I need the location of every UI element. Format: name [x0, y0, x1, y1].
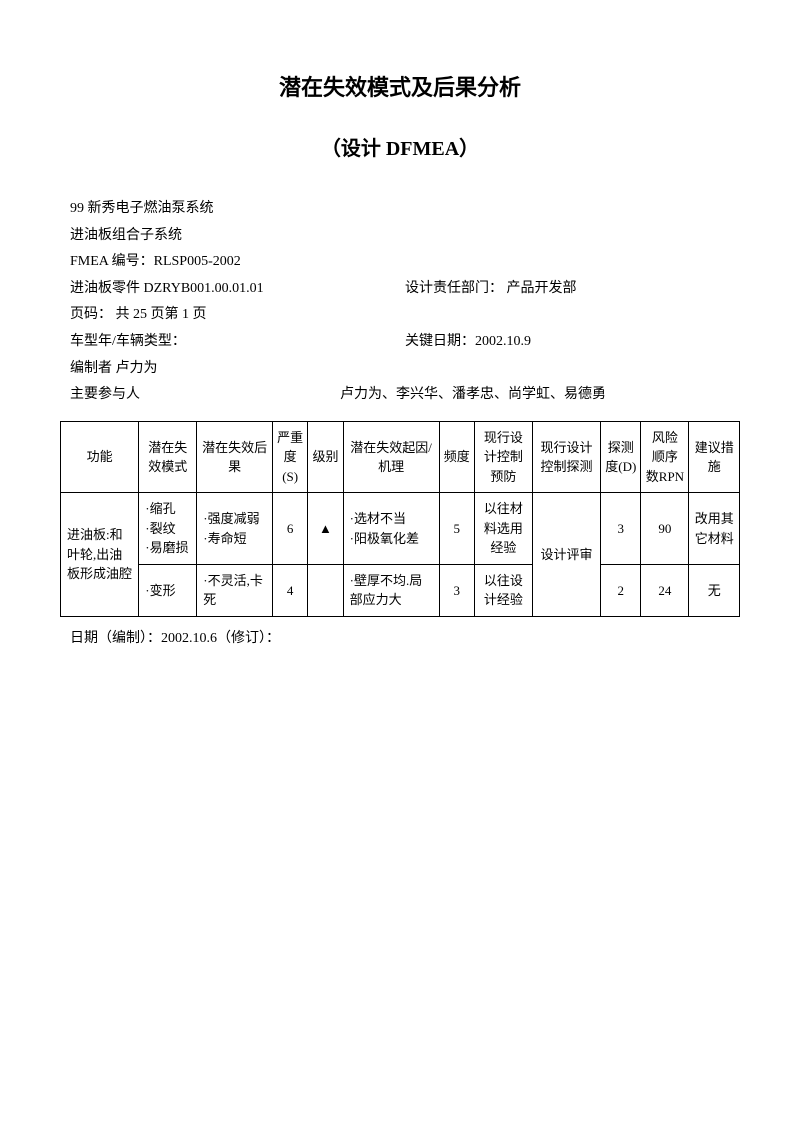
col-effect: 潜在失效后果 — [197, 421, 273, 493]
cell-effect: ·强度减弱 ·寿命短 — [197, 493, 273, 565]
col-mode: 潜在失效模式 — [139, 421, 197, 493]
col-detect: 现行设计控制探测 — [532, 421, 600, 493]
cell-rpn: 90 — [641, 493, 689, 565]
cell-class: ▲ — [308, 493, 343, 565]
meta-vehicle-left: 车型年/车辆类型： — [70, 329, 405, 356]
cell-sev: 4 — [273, 564, 308, 616]
col-prev: 现行设计控制预防 — [474, 421, 532, 493]
meta-line: 页码： 共 25 页第 1 页 — [70, 302, 740, 329]
col-sev: 严重度(S) — [273, 421, 308, 493]
cell-rpn: 24 — [641, 564, 689, 616]
cell-func: 进油板:和叶轮,出油板形成油腔 — [61, 493, 139, 617]
meta-line: 99 新秀电子燃油泵系统 — [70, 196, 740, 223]
meta-date-right: 关键日期：2002.10.9 — [405, 329, 740, 356]
cell-occ: 5 — [439, 493, 474, 565]
meta-part-left: 进油板零件 DZRYB001.00.01.01 — [70, 276, 405, 303]
col-class: 级别 — [308, 421, 343, 493]
fmea-table: 功能 潜在失效模式 潜在失效后果 严重度(S) 级别 潜在失效起因/机理 频度 … — [60, 421, 740, 617]
meta-part-right: 设计责任部门： 产品开发部 — [405, 276, 740, 303]
meta-block: 99 新秀电子燃油泵系统 进油板组合子系统 FMEA 编号：RLSP005-20… — [70, 196, 740, 409]
cell-occ: 3 — [439, 564, 474, 616]
meta-line: FMEA 编号：RLSP005-2002 — [70, 249, 740, 276]
table-row: ·变形 ·不灵活,卡死 4 ·壁厚不均.局部应力大 3 以往设计经验 2 24 … — [61, 564, 740, 616]
meta-line: 进油板组合子系统 — [70, 223, 740, 250]
col-func: 功能 — [61, 421, 139, 493]
cell-sev: 6 — [273, 493, 308, 565]
cell-det: 2 — [601, 564, 641, 616]
sub-title: （设计 DFMEA） — [60, 132, 740, 161]
cell-prev: 以往设计经验 — [474, 564, 532, 616]
cell-mode: ·缩孔 ·裂纹 ·易磨损 — [139, 493, 197, 565]
cell-rec: 改用其它材料 — [689, 493, 740, 565]
participants-label: 主要参与人 — [70, 382, 340, 409]
participants-value: 卢力为、李兴华、潘孝忠、尚学虹、易德勇 — [340, 382, 606, 409]
col-cause: 潜在失效起因/机理 — [343, 421, 439, 493]
footer-date: 日期（编制）：2002.10.6（修订）： — [70, 627, 740, 647]
cell-effect: ·不灵活,卡死 — [197, 564, 273, 616]
meta-line: 编制者 卢力为 — [70, 356, 740, 383]
cell-det: 3 — [601, 493, 641, 565]
cell-detect: 设计评审 — [532, 493, 600, 617]
cell-prev: 以往材料选用经验 — [474, 493, 532, 565]
col-det: 探测度(D) — [601, 421, 641, 493]
table-header-row: 功能 潜在失效模式 潜在失效后果 严重度(S) 级别 潜在失效起因/机理 频度 … — [61, 421, 740, 493]
cell-class — [308, 564, 343, 616]
cell-mode: ·变形 — [139, 564, 197, 616]
cell-cause: ·选材不当 ·阳极氧化差 — [343, 493, 439, 565]
table-row: 进油板:和叶轮,出油板形成油腔 ·缩孔 ·裂纹 ·易磨损 ·强度减弱 ·寿命短 … — [61, 493, 740, 565]
main-title: 潜在失效模式及后果分析 — [60, 70, 740, 102]
cell-rec: 无 — [689, 564, 740, 616]
col-rpn: 风险顺序数RPN — [641, 421, 689, 493]
col-occ: 频度 — [439, 421, 474, 493]
col-rec: 建议措施 — [689, 421, 740, 493]
cell-cause: ·壁厚不均.局部应力大 — [343, 564, 439, 616]
